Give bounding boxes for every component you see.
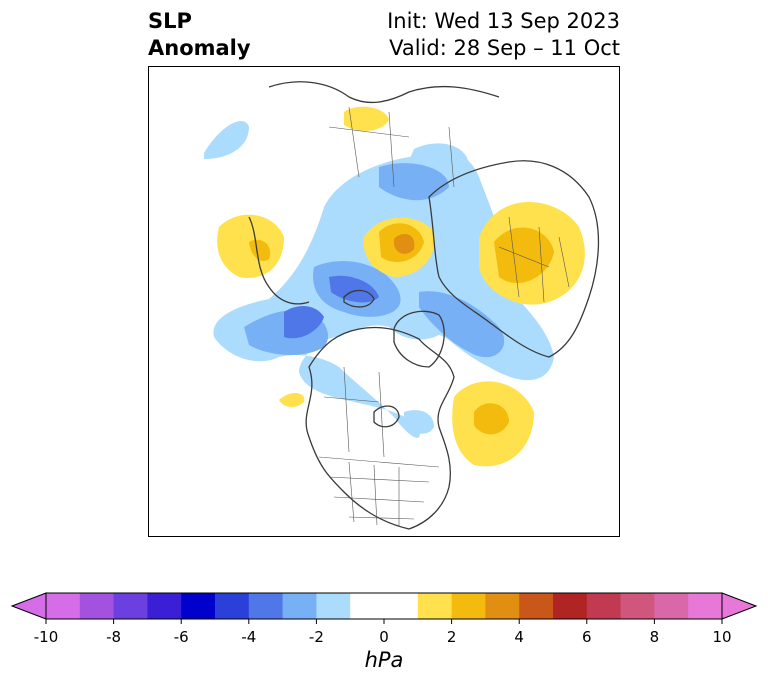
map-panel	[148, 66, 620, 537]
neg-dark-region-arctic	[329, 275, 379, 303]
colorbar-tick-label: 4	[514, 628, 524, 646]
colorbar-bin	[248, 593, 284, 619]
political-borders	[318, 106, 570, 527]
title-line-1: SLP	[148, 9, 192, 33]
neg-light-region-west-pacific	[204, 121, 249, 159]
colorbar-right-arrow	[721, 592, 758, 620]
valid-range: Valid: 28 Sep – 11 Oct	[389, 36, 620, 60]
colorbar-left-arrow	[10, 592, 47, 620]
colorbar-tick-label: 2	[446, 628, 457, 646]
pos-mid-region-europe	[494, 227, 554, 283]
colorbar-tick-label: 10	[712, 628, 732, 646]
us-states-grid-2	[348, 461, 400, 527]
pos-mid-region-nw	[249, 239, 271, 262]
init-date: Init: Wed 13 Sep 2023	[387, 9, 620, 33]
neg-light-region-atlantic	[404, 410, 434, 434]
colorbar-ticks	[45, 619, 723, 624]
colorbar-bin	[147, 593, 182, 619]
colorbar-bin	[485, 593, 520, 619]
positive-anomaly-shading	[217, 106, 585, 467]
colorbar-bin	[282, 593, 317, 619]
pos-light-region-small	[279, 393, 305, 408]
us-canada-border	[318, 456, 440, 468]
colorbar-bin	[586, 593, 622, 619]
us-states-grid-1	[328, 476, 430, 520]
colorbar-bin	[553, 593, 588, 619]
colorbar-tick-label: 8	[649, 628, 660, 646]
colorbar-bin	[688, 593, 723, 619]
date-info: Init: Wed 13 Sep 2023 Valid: 28 Sep – 11…	[387, 8, 620, 62]
negative-anomaly-shading	[204, 121, 554, 438]
colorbar-bin	[46, 593, 81, 619]
colorbar-bin	[654, 593, 689, 619]
colorbar-bin	[417, 593, 453, 619]
asia-borders	[328, 106, 455, 188]
colorbar-bin	[384, 593, 419, 619]
neg-dark-region-bering	[284, 305, 324, 339]
arctic-islands	[343, 289, 375, 308]
neg-mid-region-north	[379, 163, 449, 201]
greenland-coast	[393, 310, 445, 368]
neg-mid-region-east	[419, 291, 505, 358]
colorbar-tick-label: 6	[582, 628, 592, 646]
title-line-2: Anomaly	[148, 36, 251, 60]
colorbar-tick-label: 0	[379, 628, 389, 646]
chart-title: SLP Anomaly	[148, 8, 251, 62]
eurasia-coast	[428, 160, 600, 358]
pos-light-region-north	[344, 106, 389, 131]
colorbar-tick-label: -10	[33, 628, 59, 646]
europe-borders	[498, 216, 570, 303]
north-america-coast	[305, 326, 455, 530]
colorbar-tick-label: -2	[308, 628, 324, 646]
pos-dark-region-scandinavia	[394, 234, 415, 254]
colorbar	[10, 592, 758, 624]
colorbar-bin	[215, 593, 250, 619]
colorbar-bin	[519, 593, 554, 619]
hudson-bay	[373, 405, 400, 428]
colorbar-bin	[181, 593, 216, 619]
colorbar-bin	[350, 593, 385, 619]
colorbar-bin	[620, 593, 655, 619]
alaska-coast	[248, 216, 310, 305]
colorbar-bin	[316, 593, 351, 619]
pos-mid-region-atlantic	[474, 403, 509, 435]
colorbar-tick-label: -4	[241, 628, 257, 646]
colorbar-bin	[451, 593, 486, 619]
colorbar-bin	[113, 593, 148, 619]
colorbar-bins	[46, 593, 723, 619]
asia-coast-north	[268, 81, 500, 104]
colorbar-tick-label: -8	[106, 628, 122, 646]
colorbar-tick-label: -6	[173, 628, 189, 646]
anomaly-map	[204, 81, 600, 530]
colorbar-unit-label: hPa	[364, 648, 404, 672]
land-outlines	[248, 81, 600, 530]
canada-provinces	[323, 366, 385, 458]
colorbar-bin	[79, 593, 115, 619]
